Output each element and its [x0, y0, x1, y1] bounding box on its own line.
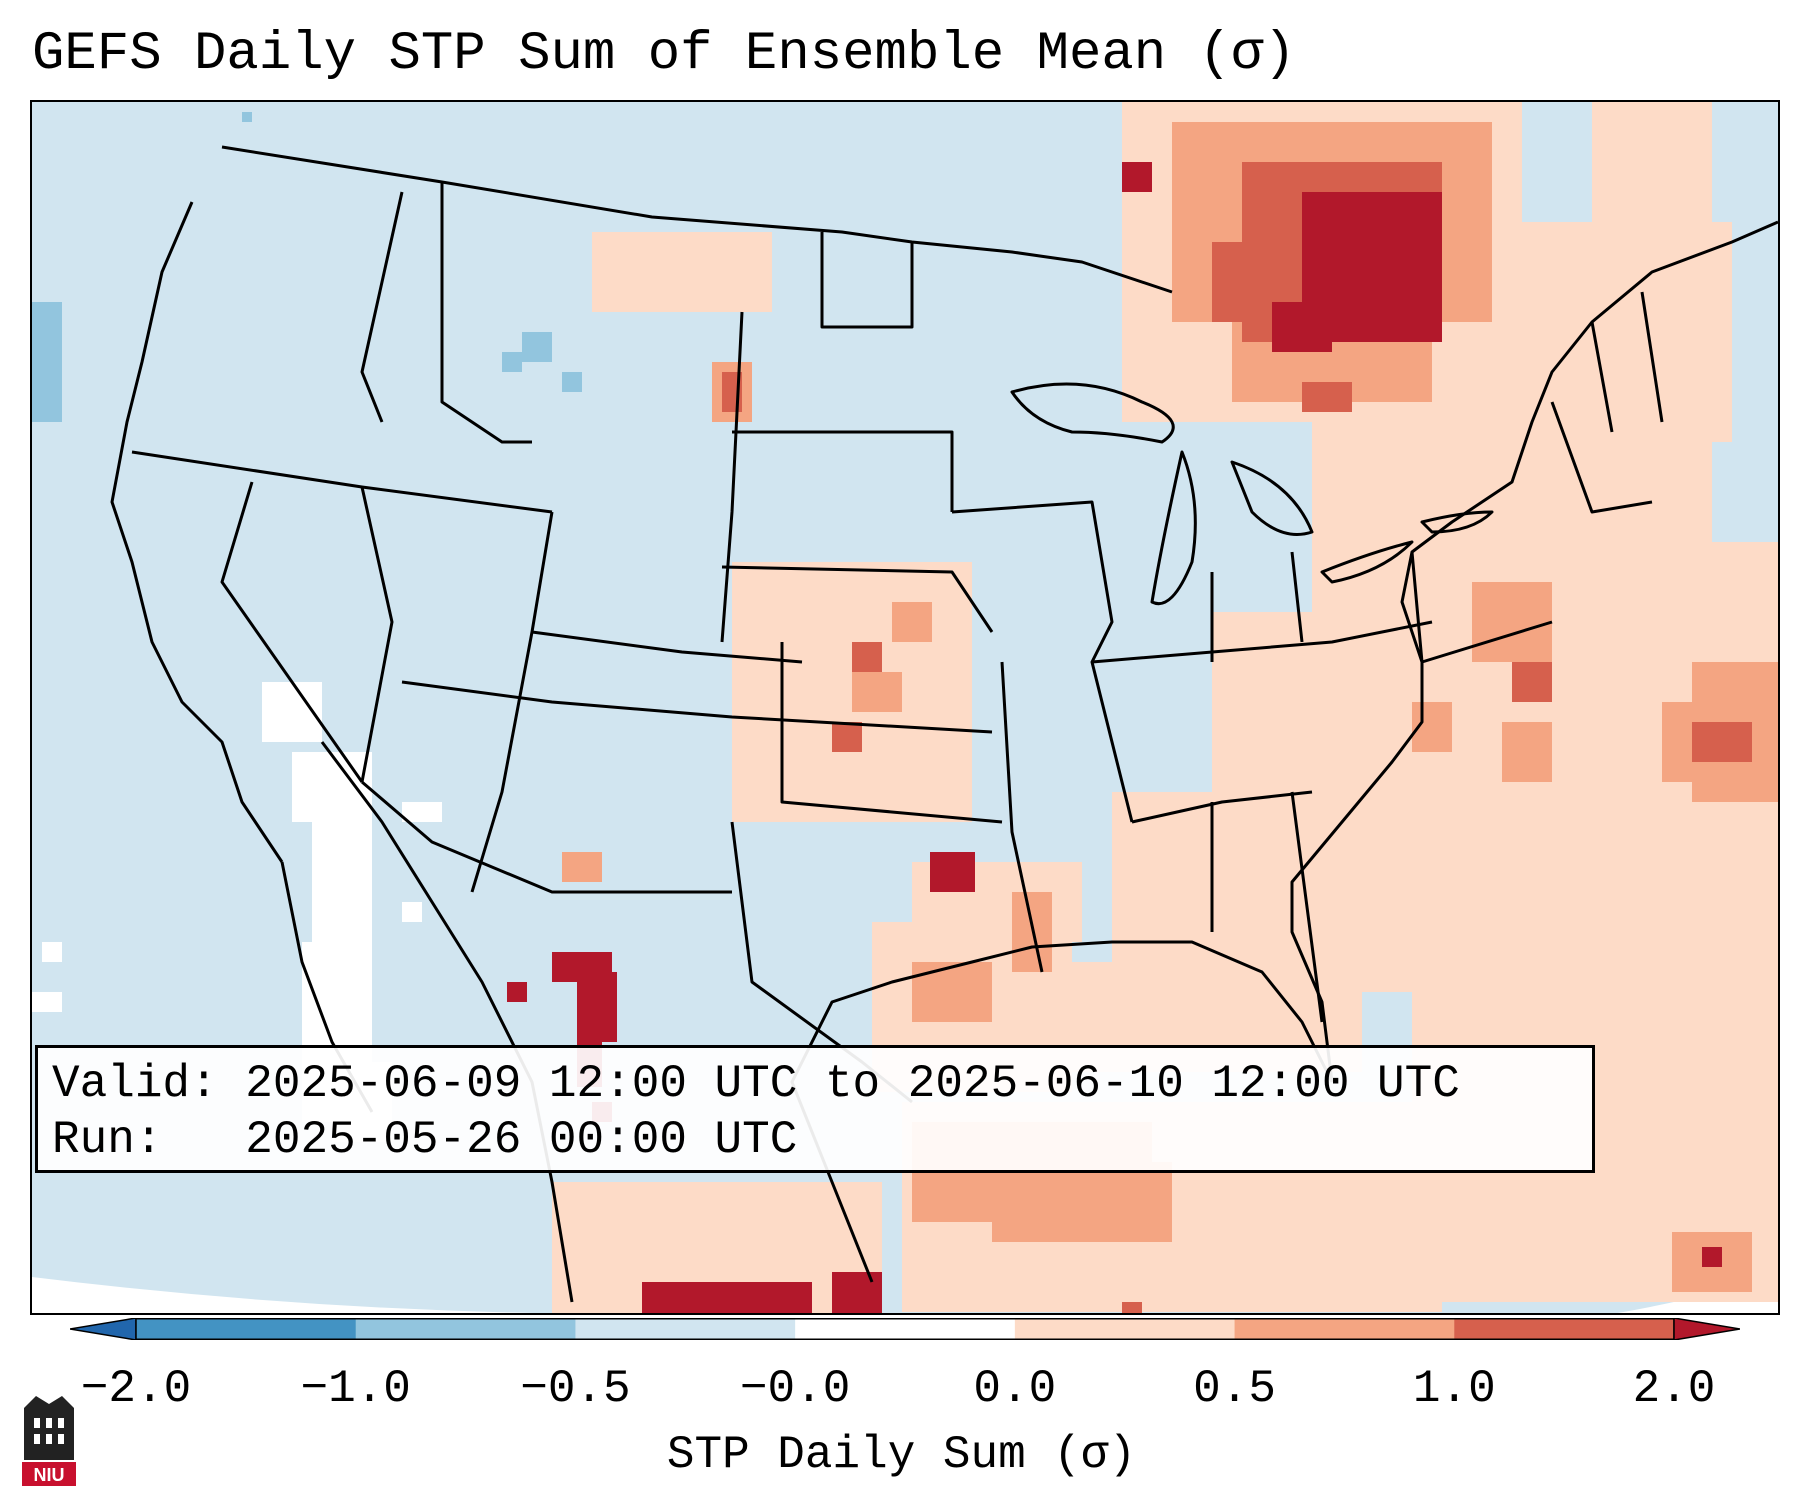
projection-edge-right: [1617, 1272, 1778, 1313]
border-id-mt: [440, 182, 532, 444]
border-in-oh: [1210, 551, 1304, 662]
border-wa-id: [360, 191, 404, 423]
border-az-nm: [470, 631, 534, 893]
colorbar-bin: [1454, 1318, 1675, 1340]
border-az-ut-ks: [401, 680, 993, 734]
colorbar-bin: [355, 1318, 576, 1340]
border-pa-va: [1410, 551, 1553, 664]
border-ia-il: [951, 500, 1134, 823]
colorbar-bin: [795, 1318, 1016, 1340]
colorbar-bin: [136, 1318, 357, 1340]
chart-title: GEFS Daily STP Sum of Ensemble Mean (σ): [32, 24, 1296, 85]
lake-erie: [1320, 540, 1414, 584]
border-mexico-az-nm: [361, 780, 732, 894]
atlantic-coast: [1290, 220, 1778, 1083]
mexico-west-coast: [320, 741, 574, 1303]
west-coast: [110, 201, 284, 863]
canada-border: [221, 145, 1173, 294]
valid-run-info-box: Valid: 2025-06-09 12:00 UTC to 2025-06-1…: [35, 1045, 1595, 1173]
border-nd: [820, 232, 914, 329]
valid-time-range: 2025-06-09 12:00 UTC to 2025-06-10 12:00…: [245, 1058, 1460, 1110]
border-vt-nh-me: [1590, 291, 1664, 433]
colorbar-tick-label: 0.5: [1193, 1363, 1276, 1415]
colorbar-bin: [575, 1318, 796, 1340]
lake-ontario: [1420, 510, 1494, 534]
border-ny-new-england: [1550, 401, 1653, 514]
border-mt-nd: [720, 311, 744, 643]
run-time: 2025-05-26 00:00 UTC: [245, 1114, 798, 1166]
colorbar-tick-label: −0.5: [520, 1363, 631, 1415]
border-ks-ok: [780, 642, 1003, 824]
border-ky-tn: [1091, 620, 1433, 664]
field-negative: [32, 112, 582, 422]
border-al-ga-fl: [1210, 791, 1324, 1023]
border-mo-ar-la: [1000, 661, 1044, 973]
colorbar: [70, 1318, 1740, 1340]
border-sd-ne: [732, 430, 954, 512]
lake-michigan: [1150, 450, 1197, 605]
colorbar-tick-label: −1.0: [300, 1363, 411, 1415]
projection-edge: [32, 1277, 534, 1313]
colorbar-tick-label: −2.0: [80, 1363, 192, 1415]
logo-badge: [22, 1462, 76, 1486]
colorbar-bins: [70, 1318, 1740, 1340]
border-ne-ks: [721, 565, 994, 633]
logo-windows: [34, 1418, 64, 1444]
border-ms-al-ga: [1131, 790, 1313, 824]
colorbar-tick-label: 1.0: [1412, 1363, 1496, 1415]
colorbar-tick-label: 2.0: [1632, 1363, 1716, 1415]
colorbar-tick-label: −0.0: [739, 1363, 851, 1415]
colorbar-bin: [1014, 1318, 1236, 1340]
run-label: Run:: [52, 1114, 163, 1166]
run-line: Run: 2025-05-26 00:00 UTC: [52, 1112, 1578, 1168]
field-extreme-positive: [507, 162, 1722, 1313]
border-nv-ut: [360, 486, 394, 783]
colorbar-label: STP Daily Sum (σ): [666, 1429, 1137, 1481]
colorbar-extend-high: [1673, 1318, 1740, 1340]
colorbar-tick-label: 0.0: [973, 1363, 1057, 1415]
colorbar-extend-low: [70, 1318, 137, 1340]
valid-label: Valid:: [52, 1058, 218, 1110]
lake-superior: [1010, 382, 1175, 444]
logo-text: NIU: [34, 1465, 65, 1485]
colorbar-bin: [1234, 1318, 1455, 1340]
border-ca-nv: [220, 481, 364, 783]
lake-huron: [1230, 460, 1314, 536]
valid-line: Valid: 2025-06-09 12:00 UTC to 2025-06-1…: [52, 1056, 1578, 1112]
border-ut-wy: [530, 511, 803, 664]
niu-logo: NIU: [22, 1396, 76, 1486]
